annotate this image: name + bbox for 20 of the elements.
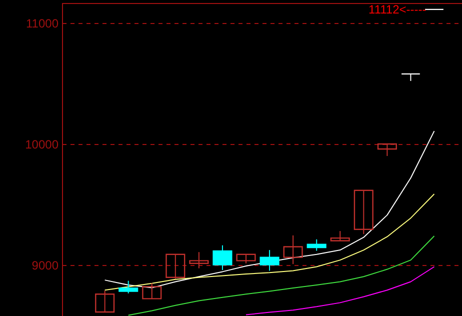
- candlestick: [400, 73, 420, 82]
- y-tick-label: 9000: [32, 258, 59, 273]
- candlestick: [330, 230, 350, 242]
- candlestick: [118, 280, 138, 294]
- line-series: [128, 235, 435, 316]
- y-tick-label: 10000: [25, 138, 59, 152]
- candlestick: [283, 234, 303, 265]
- y-tick-label: 11000: [26, 16, 59, 30]
- candlestick: [306, 238, 326, 252]
- annotation: 11112<-----: [368, 2, 426, 16]
- candlestick: [166, 254, 186, 280]
- candlestick: [212, 244, 232, 271]
- candlestick: [189, 252, 209, 269]
- candlestick: [95, 290, 115, 313]
- candlestick: [354, 190, 374, 235]
- candlestick: [142, 282, 162, 300]
- line-series: [104, 193, 435, 291]
- candlestick: [377, 143, 397, 156]
- candlestick: [260, 250, 280, 272]
- line-series: [246, 266, 435, 316]
